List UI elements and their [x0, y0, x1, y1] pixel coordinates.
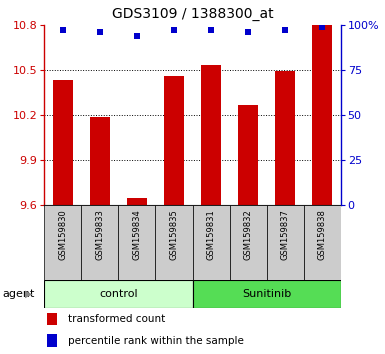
Point: [134, 33, 140, 39]
Point: [171, 27, 177, 33]
Text: Sunitinib: Sunitinib: [242, 289, 291, 299]
Text: percentile rank within the sample: percentile rank within the sample: [68, 336, 244, 346]
Text: GSM159830: GSM159830: [58, 209, 67, 260]
Point: [97, 29, 103, 35]
Bar: [127, 198, 147, 205]
Bar: [81, 205, 119, 280]
Text: GSM159835: GSM159835: [169, 209, 179, 260]
Bar: [304, 205, 341, 280]
Text: GSM159838: GSM159838: [318, 209, 327, 260]
Bar: [229, 205, 266, 280]
Point: [282, 27, 288, 33]
Text: GSM159832: GSM159832: [244, 209, 253, 260]
Point: [208, 27, 214, 33]
Text: GSM159834: GSM159834: [132, 209, 141, 260]
Bar: [119, 205, 156, 280]
Bar: [44, 280, 192, 308]
Text: control: control: [99, 289, 138, 299]
Bar: [90, 116, 110, 205]
Bar: [44, 205, 81, 280]
Bar: [192, 205, 229, 280]
Bar: [156, 205, 192, 280]
Bar: [238, 104, 258, 205]
Point: [60, 27, 66, 33]
Bar: [267, 205, 304, 280]
Point: [245, 29, 251, 35]
Text: agent: agent: [2, 289, 34, 299]
Text: GSM159833: GSM159833: [95, 209, 104, 260]
Bar: [164, 76, 184, 205]
Point: [319, 24, 325, 29]
Text: ▶: ▶: [25, 289, 33, 299]
Bar: [312, 25, 332, 205]
Bar: [192, 280, 341, 308]
Title: GDS3109 / 1388300_at: GDS3109 / 1388300_at: [112, 7, 273, 21]
Bar: [47, 313, 57, 325]
Bar: [47, 334, 57, 347]
Text: GSM159837: GSM159837: [281, 209, 290, 260]
Text: transformed count: transformed count: [68, 314, 165, 324]
Text: GSM159831: GSM159831: [206, 209, 216, 260]
Bar: [201, 65, 221, 205]
Bar: [53, 80, 73, 205]
Bar: [275, 72, 295, 205]
